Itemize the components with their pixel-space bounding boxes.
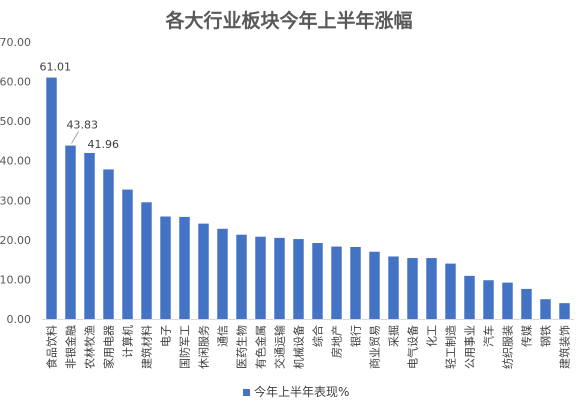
bar [407, 258, 418, 319]
bar [84, 152, 95, 319]
bar [502, 282, 513, 319]
legend-label: 今年上半年表现% [254, 384, 349, 399]
bar [521, 288, 532, 319]
bar [179, 216, 190, 319]
bar [388, 256, 399, 319]
x-tick-label: 纺织服装 [501, 325, 515, 369]
x-tick-label: 传媒 [521, 325, 534, 347]
bar [122, 189, 133, 319]
bar [141, 202, 152, 319]
x-tick-label: 国防军工 [178, 325, 192, 369]
y-tick-label: 10.00 [0, 273, 31, 286]
data-label-leader [71, 131, 79, 144]
x-tick-label: 非银金融 [64, 325, 78, 369]
bar [312, 243, 323, 319]
bar [217, 228, 228, 319]
bar [274, 237, 285, 319]
x-tick-label: 休闲服务 [197, 325, 211, 369]
data-label: 61.01 [40, 61, 72, 74]
bar [350, 246, 361, 319]
data-label: 43.83 [67, 119, 99, 132]
x-tick-label: 汽车 [482, 325, 496, 347]
x-tick-label: 银行 [349, 325, 363, 347]
x-tick-label: 医药生物 [235, 325, 249, 369]
x-tick-label: 综合 [311, 325, 325, 347]
x-tick-label: 电子 [160, 325, 173, 347]
bar [103, 169, 114, 319]
bar [331, 246, 342, 319]
bar [464, 275, 475, 319]
x-tick-label: 建筑装饰 [558, 325, 572, 369]
x-tick-label: 有色金属 [254, 325, 268, 369]
bar [559, 303, 570, 319]
x-tick-label: 轻工制造 [444, 325, 458, 369]
x-tick-label: 通信 [217, 325, 230, 347]
bar [483, 280, 494, 319]
x-tick-label: 机械设备 [292, 325, 306, 369]
bar [369, 251, 380, 319]
chart-title: 各大行业板块今年上半年涨幅 [165, 10, 413, 32]
x-tick-label: 电气设备 [406, 325, 420, 369]
bar [160, 216, 171, 319]
x-tick-label: 计算机 [121, 325, 135, 358]
x-tick-label: 钢铁 [540, 325, 553, 347]
bar [426, 258, 437, 319]
y-tick-label: 70.00 [0, 36, 31, 49]
x-tick-label: 采掘 [387, 325, 401, 347]
data-label: 41.96 [88, 138, 120, 151]
bar [65, 145, 76, 319]
x-tick-label: 交通运输 [273, 325, 287, 369]
y-tick-label: 60.00 [0, 76, 31, 89]
x-tick-label: 房地产 [330, 325, 344, 358]
x-tick-label: 家用电器 [102, 325, 116, 369]
bar [255, 236, 266, 319]
y-tick-label: 20.00 [0, 234, 31, 247]
bar [293, 239, 304, 319]
x-tick-label: 农林牧渔 [83, 325, 97, 369]
y-tick-label: 40.00 [0, 155, 31, 168]
bar [198, 223, 209, 319]
bar [46, 77, 57, 320]
x-tick-label: 化工 [425, 325, 439, 347]
x-tick-label: 公用事业 [464, 325, 477, 369]
y-tick-label: 0.00 [7, 313, 32, 326]
y-tick-label: 30.00 [0, 194, 31, 207]
bar [236, 234, 247, 319]
x-tick-label: 商业贸易 [368, 325, 382, 369]
x-tick-label: 食品饮料 [45, 325, 59, 369]
y-tick-label: 50.00 [0, 115, 31, 128]
x-tick-label: 建筑材料 [140, 325, 154, 369]
legend-swatch [243, 389, 250, 396]
bar [540, 299, 551, 319]
bar [445, 263, 456, 319]
